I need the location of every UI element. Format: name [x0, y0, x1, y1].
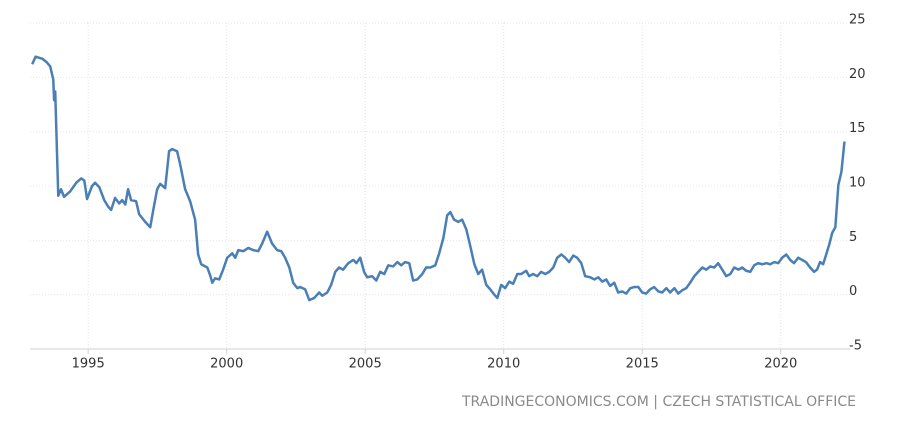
- x-tick-label: 2015: [626, 357, 659, 372]
- x-tick-label: 2000: [210, 357, 243, 372]
- data-line: [31, 55, 846, 302]
- y-tick-label: 25: [849, 13, 866, 28]
- x-tick-label: 2005: [349, 357, 382, 372]
- y-tick-label: 20: [849, 67, 866, 82]
- y-tick-label: 5: [849, 230, 857, 245]
- x-tick-label: 1995: [72, 357, 105, 372]
- source-label: TRADINGECONOMICS.COM | CZECH STATISTICAL…: [461, 394, 856, 410]
- y-tick-label: 15: [849, 121, 866, 136]
- y-tick-label: 0: [849, 284, 857, 299]
- y-tick-label: 10: [849, 176, 866, 191]
- y-tick-label: -5: [849, 339, 862, 354]
- x-tick-label: 2010: [487, 357, 520, 372]
- x-tick-label: 2020: [764, 357, 797, 372]
